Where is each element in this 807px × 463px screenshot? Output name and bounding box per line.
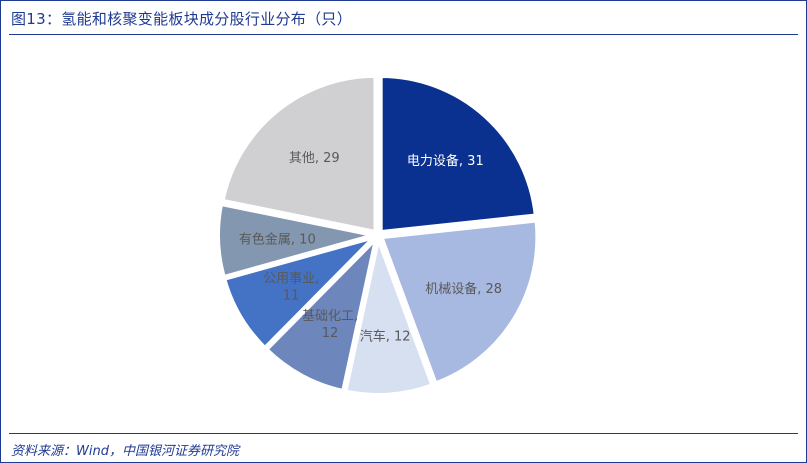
pie-label-2: 机械设备, 28 — [425, 281, 502, 297]
pie-label-1: 电力设备, 31 — [407, 153, 484, 169]
pie-slice-7 — [220, 73, 378, 235]
title-divider — [9, 34, 798, 35]
figure-title: 图13：氢能和核聚变能板块成分股行业分布（只） — [11, 10, 352, 28]
pie-slice-1 — [378, 74, 538, 235]
pie-slice-2 — [378, 218, 540, 386]
source-divider — [9, 433, 798, 434]
pie-label-3: 汽车, 12 — [360, 328, 411, 344]
pie-slices — [216, 73, 540, 397]
pie-slice-5 — [221, 233, 382, 351]
pie-label-6: 有色金属, 10 — [239, 232, 316, 248]
pie-label-4-line-2: 12 — [322, 326, 339, 341]
pie-slice-4 — [263, 232, 380, 394]
source-note: 资料来源：Wind，中国银河证券研究院 — [11, 444, 239, 459]
pie-label-5-line-2: 11 — [283, 289, 300, 304]
pie-slice-3 — [342, 231, 435, 397]
pie-slice-6 — [216, 201, 375, 280]
pie-label-5-line-1: 公用事业, — [263, 272, 319, 287]
pie-label-4-line-1: 基础化工, — [302, 309, 358, 324]
pie-label-7: 其他, 29 — [289, 151, 340, 166]
